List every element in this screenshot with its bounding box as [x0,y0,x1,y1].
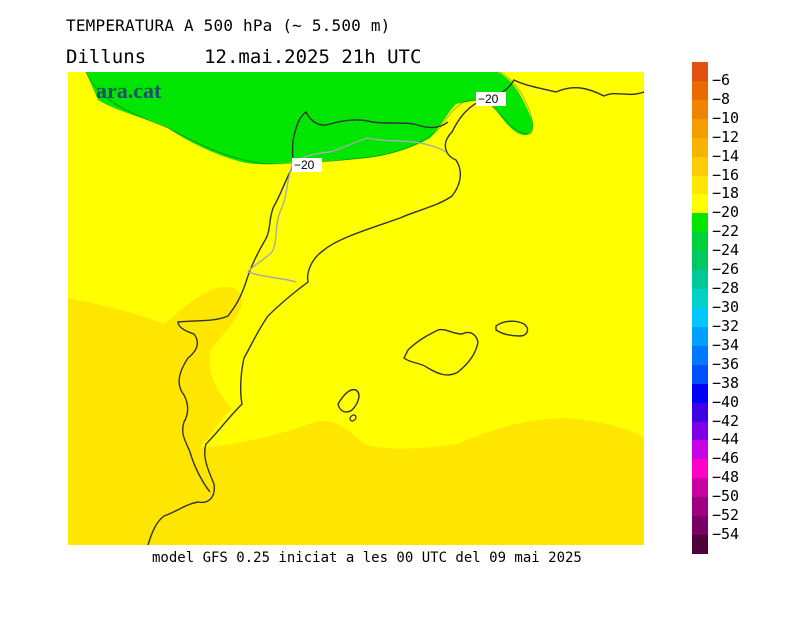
map-canvas: −20 −20 ara.cat [68,72,644,545]
legend-color-swatch [692,289,708,309]
legend-tick-label: −40 [712,392,740,411]
legend-color-swatch [692,345,708,366]
legend-tick-label: −36 [712,354,740,373]
isotherm-label-2: −20 [294,158,315,172]
fill-region-16-14-south [68,418,644,545]
legend-tick-label: −44 [712,430,740,449]
legend-color-swatch [692,478,708,498]
legend-tick-label: −54 [712,525,740,544]
temperature-map: −20 −20 ara.cat [68,72,644,545]
isotherm-label-1: −20 [478,92,499,106]
legend-tick-label: −28 [712,279,740,298]
legend-tick-label: −16 [712,165,740,184]
legend-color-swatch [692,440,708,460]
legend-color-swatch [692,99,708,120]
legend-color-swatch [692,62,708,82]
coastline [147,79,644,545]
temperature-legend [692,62,708,555]
menorca [495,320,529,337]
legend-color-swatch [692,194,708,214]
legend-color-swatch [692,516,708,536]
legend-color-swatch [692,497,708,517]
pyrenees-border [177,110,449,493]
legend-color-swatch [692,326,708,347]
legend-tick-label: −24 [712,241,740,260]
legend-tick-label: −50 [712,487,740,506]
legend-tick-label: −18 [712,184,740,203]
legend-color-swatch [692,270,708,290]
fill-region-16-14-west [68,287,242,454]
legend-tick-label: −42 [712,411,740,430]
legend-color-swatch [692,308,708,328]
legend-color-swatch [692,175,708,195]
legend-color-swatch [692,383,708,404]
legend-color-swatch [692,364,708,385]
legend-tick-label: −46 [712,449,740,468]
legend-tick-label: −12 [712,127,740,146]
legend-tick-label: −22 [712,222,740,241]
formentera [349,414,357,422]
legend-tick-label: −32 [712,316,740,335]
legend-tick-label: −26 [712,260,740,279]
map-title: TEMPERATURA A 500 hPa (~ 5.500 m) [66,16,391,35]
legend-color-swatch [692,251,708,271]
legend-color-swatch [692,421,708,441]
legend-color-swatch [692,213,708,233]
legend-tick-label: −34 [712,335,740,354]
isotherm-minus-20 [85,72,534,165]
legend-color-swatch [692,232,708,252]
legend-color-swatch [692,156,708,177]
legend-color-swatch [692,459,708,479]
legend-tick-label: −38 [712,373,740,392]
datetime-label: 12.mai.2025 21h UTC [204,46,422,68]
map-subtitle: Dilluns 12.mai.2025 21h UTC [66,46,421,68]
legend-color-swatch [692,118,708,139]
legend-tick-label: −30 [712,298,740,316]
day-label: Dilluns [66,46,147,68]
legend-tick-label: −20 [712,203,740,222]
legend-tick-label: −8 [712,89,731,108]
legend-tick-label: −14 [712,146,740,165]
legend-tick-label: −6 [712,70,731,89]
isotherm-label-box-2 [292,158,322,172]
legend-tick-label: −52 [712,506,740,525]
legend-tick-label: −10 [712,108,740,127]
mallorca [403,328,479,376]
legend-tick-label: −48 [712,468,740,487]
model-info: model GFS 0.25 iniciat a les 00 UTC del … [152,550,582,566]
isotherm-label-box-1 [476,92,506,106]
legend-color-swatch [692,535,708,555]
ibiza [337,388,360,413]
legend-color-swatch [692,137,708,158]
legend-color-swatch [692,80,708,101]
legend-color-swatch [692,402,708,423]
ara-cat-logo: ara.cat [96,78,162,103]
